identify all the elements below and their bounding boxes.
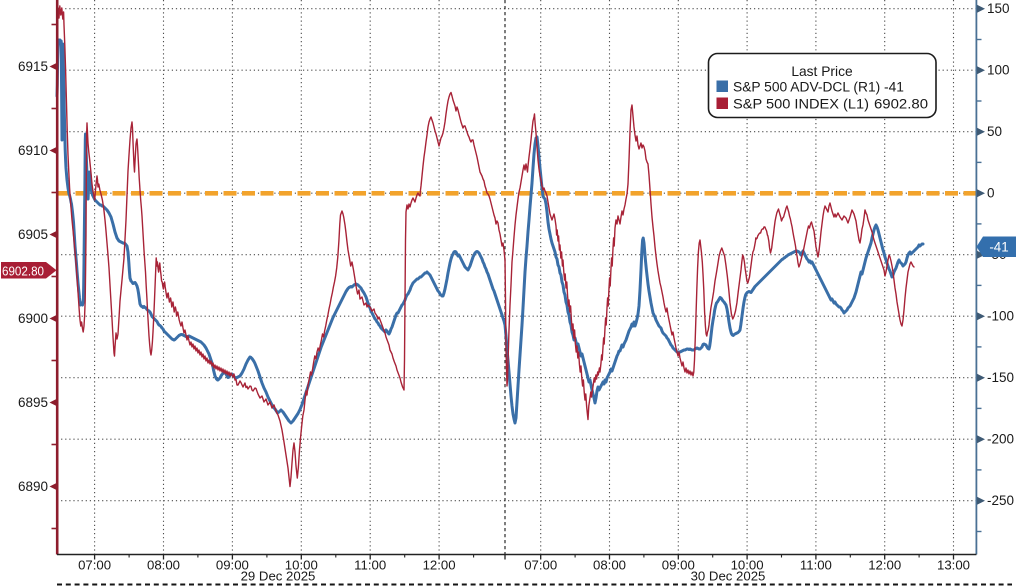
svg-text:150: 150 <box>987 1 1010 16</box>
svg-text:-150: -150 <box>987 370 1014 385</box>
svg-text:-200: -200 <box>987 432 1014 447</box>
svg-text:12:00: 12:00 <box>868 558 901 573</box>
svg-text:08:00: 08:00 <box>593 558 626 573</box>
svg-text:10:00: 10:00 <box>285 558 318 573</box>
svg-text:13:00: 13:00 <box>937 558 970 573</box>
svg-text:-100: -100 <box>987 309 1014 324</box>
svg-text:12:00: 12:00 <box>423 558 456 573</box>
svg-text:6895: 6895 <box>18 395 48 410</box>
svg-text:07:00: 07:00 <box>78 558 111 573</box>
svg-text:07:00: 07:00 <box>524 558 557 573</box>
svg-text:6900: 6900 <box>18 311 48 326</box>
svg-text:100: 100 <box>987 63 1010 78</box>
svg-text:-41: -41 <box>989 240 1008 255</box>
svg-text:10:00: 10:00 <box>731 558 764 573</box>
svg-text:6915: 6915 <box>18 59 48 74</box>
svg-text:Last Price: Last Price <box>791 64 853 79</box>
svg-text:6890: 6890 <box>18 479 48 494</box>
svg-text:6902.80: 6902.80 <box>2 263 44 278</box>
svg-text:6910: 6910 <box>18 143 48 158</box>
svg-text:6902.80: 6902.80 <box>874 96 928 111</box>
svg-text:09:00: 09:00 <box>662 558 695 573</box>
svg-text:30 Dec 2025: 30 Dec 2025 <box>691 569 766 584</box>
svg-text:09:00: 09:00 <box>216 558 249 573</box>
svg-text:11:00: 11:00 <box>800 558 832 573</box>
svg-text:08:00: 08:00 <box>147 558 180 573</box>
svg-text:0: 0 <box>987 186 995 201</box>
svg-text:-250: -250 <box>987 493 1014 508</box>
svg-text:50: 50 <box>987 124 1002 139</box>
svg-text:6905: 6905 <box>18 227 48 242</box>
svg-text:29 Dec 2025: 29 Dec 2025 <box>241 569 316 584</box>
svg-text:S&P 500 ADV-DCL (R1) -41: S&P 500 ADV-DCL (R1) -41 <box>733 79 904 94</box>
svg-text:S&P 500 INDEX (L1): S&P 500 INDEX (L1) <box>733 96 869 111</box>
svg-text:11:00: 11:00 <box>354 558 386 573</box>
